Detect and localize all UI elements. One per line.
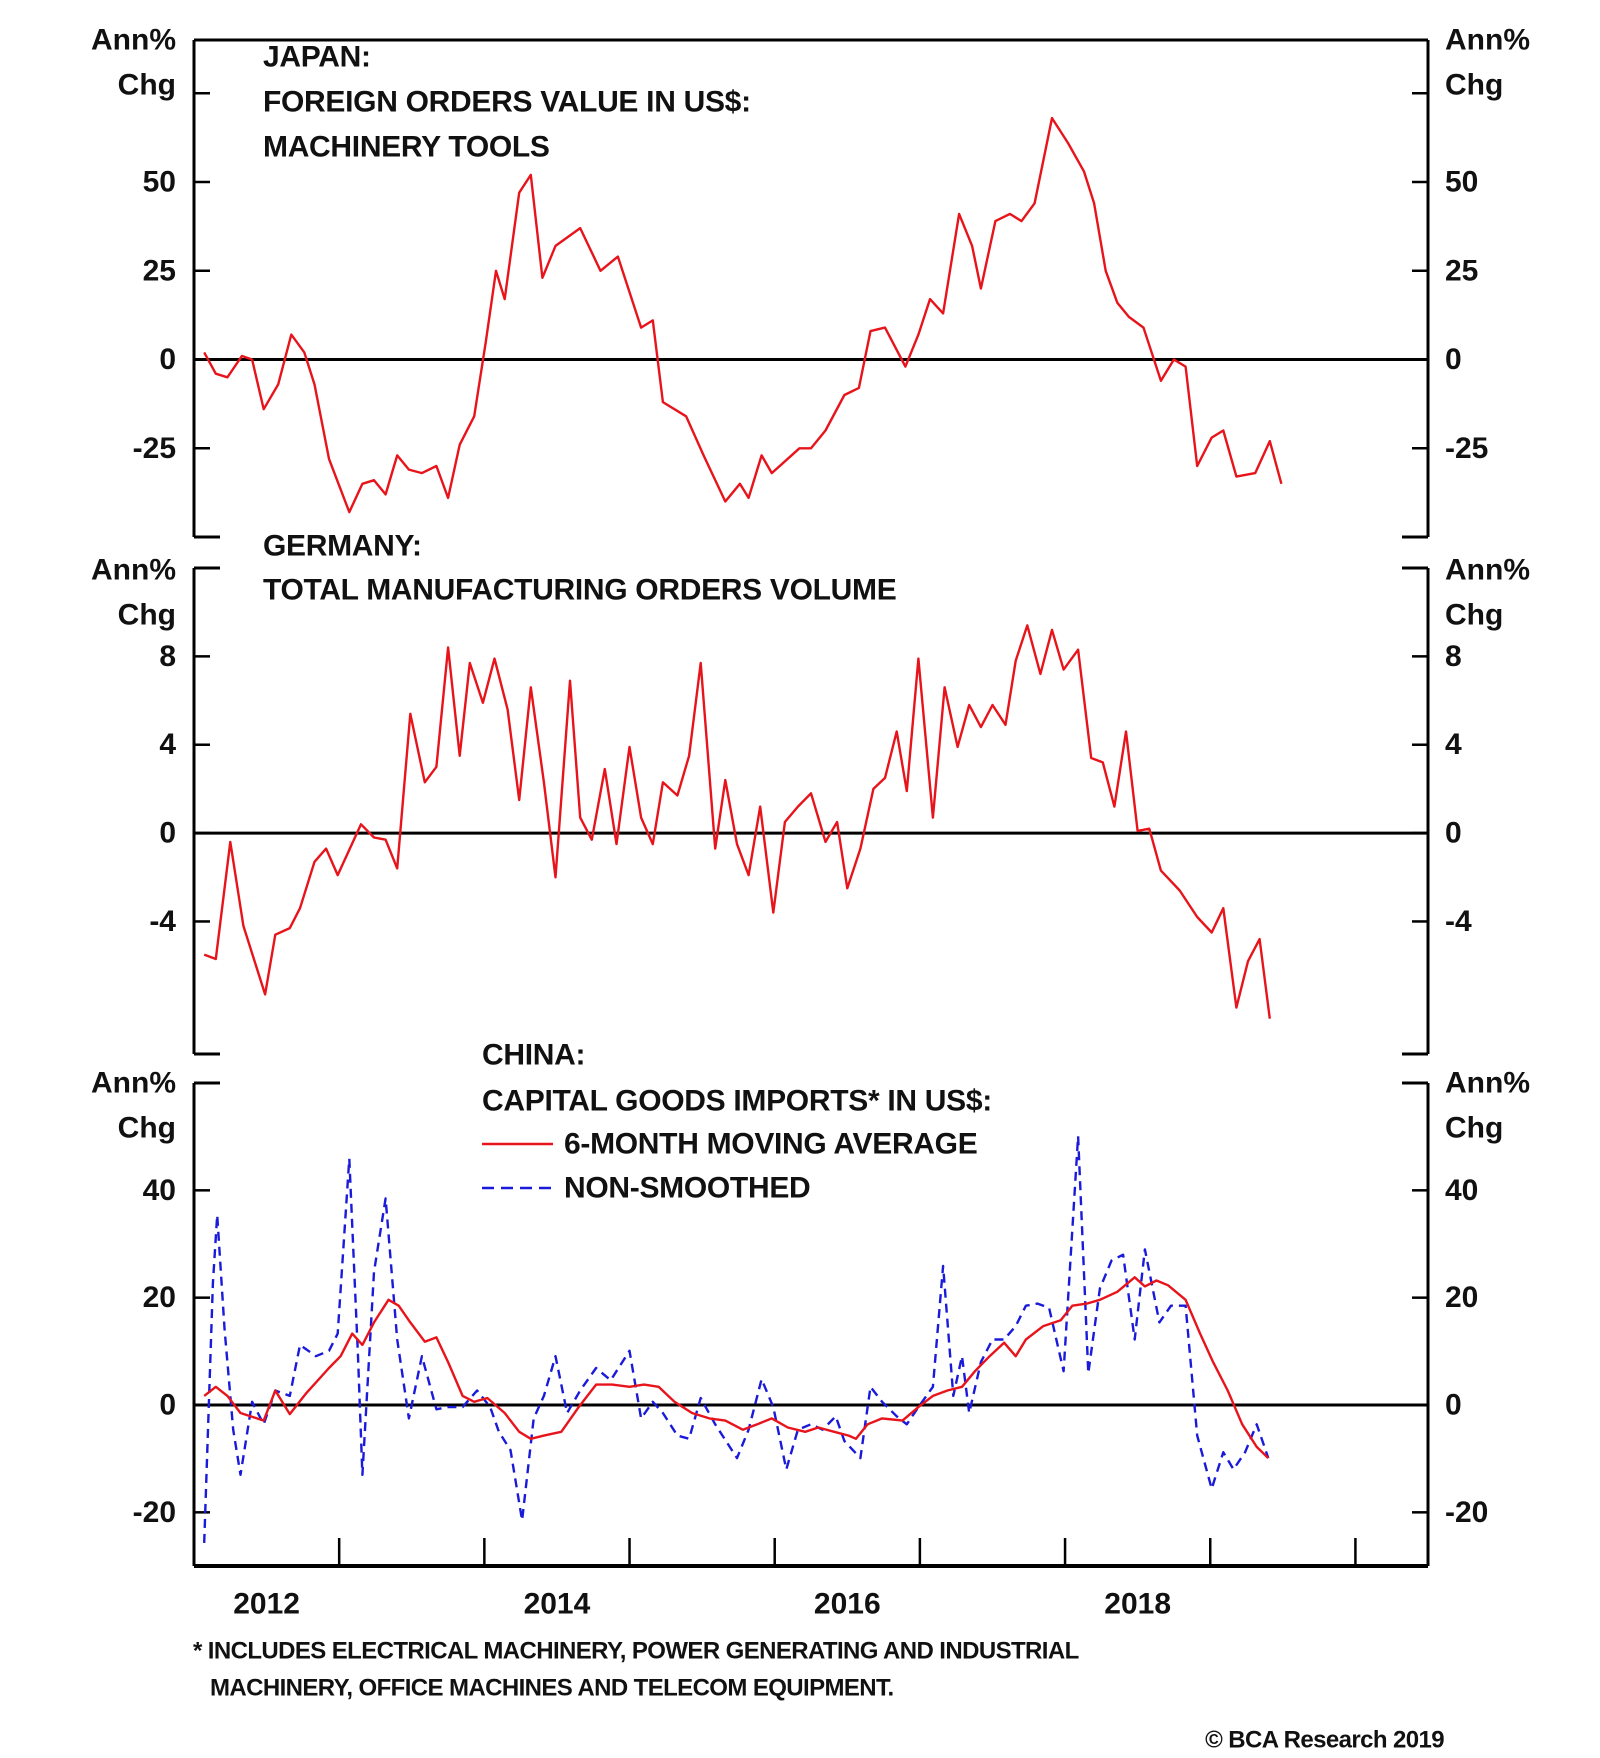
y-axis-label-left: Chg: [118, 69, 176, 102]
y-tick-label-left: 40: [143, 1174, 176, 1207]
y-tick-label-right: 25: [1445, 254, 1478, 287]
panel-1: -4 -4 0 0 4 4 8 8 Ann% Ann% Chg Chg GERMANY: TOTAL MA…: [91, 530, 1530, 1056]
x-tick-label: 2018: [1104, 1588, 1171, 1621]
y-tick-label-left: 8: [159, 640, 176, 673]
footnote-line: MACHINERY, OFFICE MACHINES AND TELECOM E…: [210, 1675, 894, 1702]
y-axis-label-left: Chg: [118, 599, 176, 632]
copyright: © BCA Research 2019: [1205, 1727, 1444, 1754]
y-tick-label-left: -20: [133, 1496, 176, 1529]
y-tick-label-left: 50: [143, 166, 176, 199]
y-tick-label-right: 0: [1445, 1389, 1462, 1422]
y-tick-label-right: 40: [1445, 1174, 1478, 1207]
y-tick-label-left: 0: [159, 343, 176, 376]
panel-title-line: GERMANY:: [263, 530, 422, 563]
y-axis-label-left: Chg: [118, 1112, 176, 1145]
y-tick-label-left: 0: [159, 1389, 176, 1422]
panel-title-line: TOTAL MANUFACTURING ORDERS VOLUME: [263, 574, 896, 607]
series-line: [203, 116, 1283, 514]
y-tick-label-right: 0: [1445, 817, 1462, 850]
y-tick-label-left: -25: [133, 432, 176, 465]
y-tick-label-left: -4: [149, 905, 176, 938]
y-tick-label-right: 50: [1445, 166, 1478, 199]
y-tick-label-right: -20: [1445, 1496, 1488, 1529]
y-axis-label-right: Chg: [1445, 1112, 1503, 1145]
y-axis-label-left: Ann%: [91, 554, 176, 587]
y-tick-label-left: 4: [159, 728, 176, 761]
y-tick-label-left: 0: [159, 817, 176, 850]
y-axis-label-right: Chg: [1445, 599, 1503, 632]
panel-title-line: MACHINERY TOOLS: [263, 131, 550, 164]
y-tick-label-right: 20: [1445, 1281, 1478, 1314]
footnote-line: * INCLUDES ELECTRICAL MACHINERY, POWER G…: [193, 1638, 1079, 1665]
panel-title-line: CHINA:: [482, 1039, 585, 1072]
panel-2: -20 -20 0 0 20 20 40 40 Ann% Ann% Chg Chg CHINA: CAPI…: [91, 1039, 1530, 1566]
y-tick-label-right: -4: [1445, 905, 1472, 938]
y-tick-label-right: -25: [1445, 432, 1488, 465]
series-line: [203, 624, 1271, 1019]
panel-title-line: CAPITAL GOODS IMPORTS* IN US$:: [482, 1085, 992, 1118]
y-tick-label-right: 4: [1445, 728, 1462, 761]
panel-title-line: JAPAN:: [263, 41, 371, 74]
y-tick-label-left: 25: [143, 254, 176, 287]
legend-label: 6-MONTH MOVING AVERAGE: [564, 1128, 977, 1161]
y-axis-label-left: Ann%: [91, 24, 176, 57]
y-axis-label-right: Ann%: [1445, 554, 1530, 587]
y-axis-label-right: Ann%: [1445, 24, 1530, 57]
x-tick-label: 2014: [524, 1588, 591, 1621]
x-tick-label: 2016: [814, 1588, 881, 1621]
y-axis-label-left: Ann%: [91, 1067, 176, 1100]
y-tick-label-left: 20: [143, 1281, 176, 1314]
panel-title-line: FOREIGN ORDERS VALUE IN US$:: [263, 86, 751, 119]
y-tick-label-right: 8: [1445, 640, 1462, 673]
y-axis-label-right: Chg: [1445, 69, 1503, 102]
y-tick-label-right: 0: [1445, 343, 1462, 376]
legend-label: NON-SMOOTHED: [564, 1172, 810, 1205]
x-tick-label: 2012: [233, 1588, 300, 1621]
y-axis-label-right: Ann%: [1445, 1067, 1530, 1100]
panel-0: -25 -25 0 0 25 25 50 50 Ann% Ann% Chg Chg JAPAN: FORE…: [91, 24, 1530, 539]
